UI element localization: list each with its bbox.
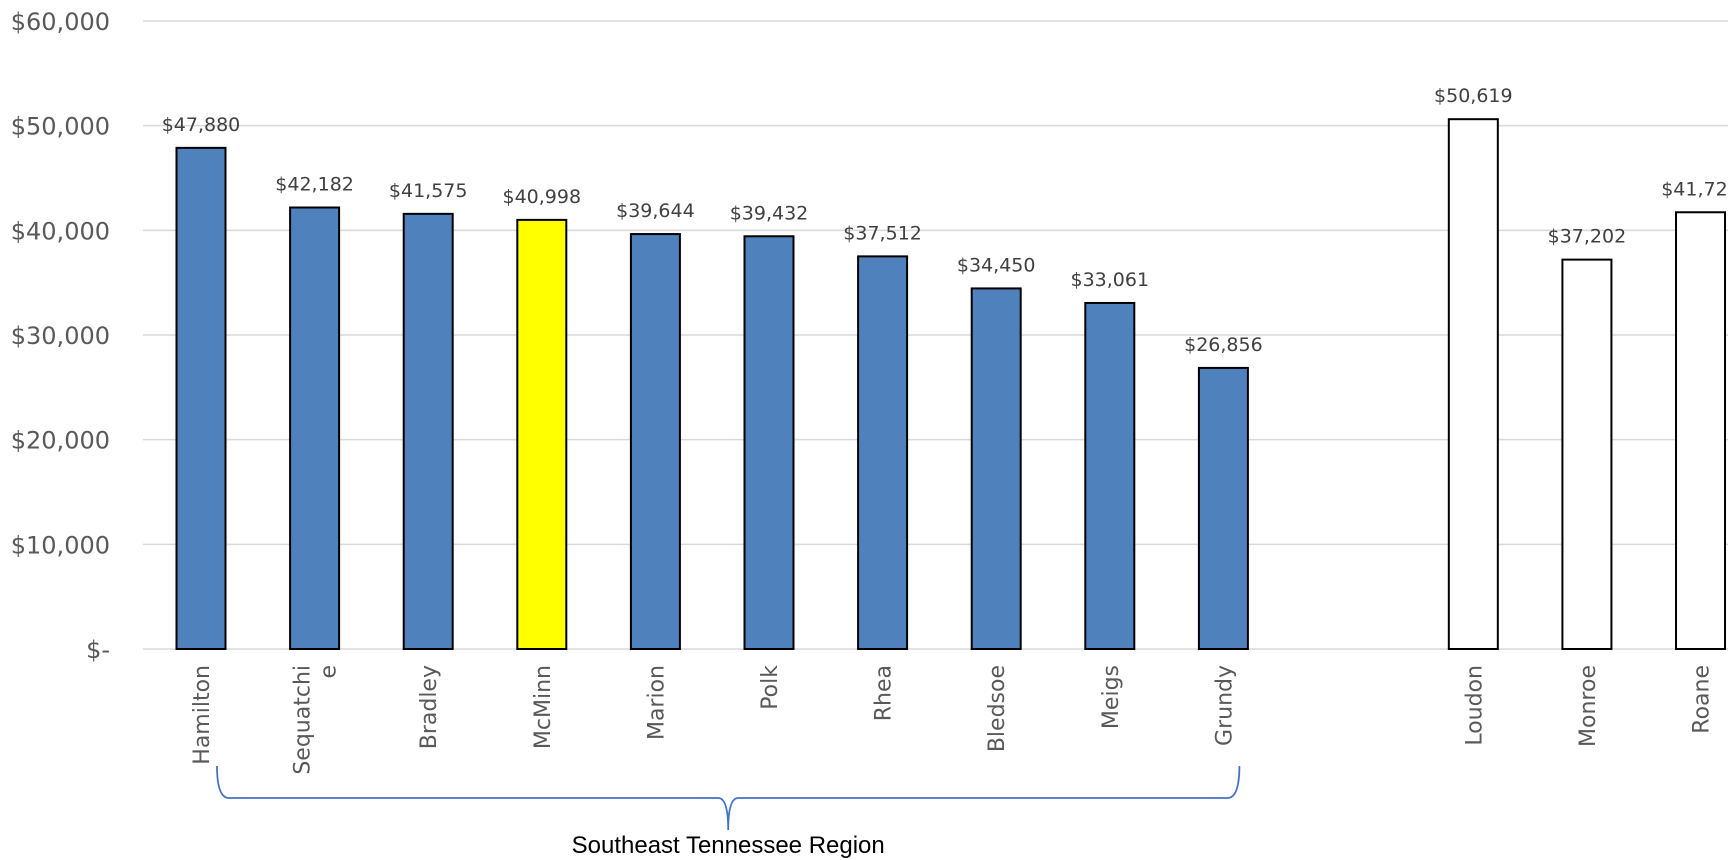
bar-hamilton [175, 146, 227, 651]
y-tick-label: $40,000 [11, 217, 110, 245]
bar-bledsoe [970, 287, 1022, 650]
x-tick-label-line: Sequatchi [291, 665, 316, 775]
y-tick-label: $- [86, 636, 110, 664]
x-tick-label-rhea: Rhea [872, 665, 897, 721]
x-tick-label-line: Grundy [1212, 665, 1237, 746]
data-label-bledsoe: $34,450 [957, 254, 1036, 276]
y-tick-label: $50,000 [11, 113, 110, 141]
x-tick-label-line: Roane [1690, 665, 1715, 734]
y-tick-label: $30,000 [11, 322, 110, 350]
bar-roane [1675, 211, 1727, 651]
x-tick-label-line: Bledsoe [985, 665, 1010, 752]
x-tick-label-grundy: Grundy [1212, 665, 1237, 746]
data-label-rhea: $37,512 [843, 222, 922, 244]
x-tick-label-line: Monroe [1576, 665, 1601, 747]
bar-sequatchie [289, 206, 341, 651]
data-label-loudon: $50,619 [1434, 85, 1513, 107]
x-axis-category-labels: Hamilton Sequatchi e Bradley McMinn Marion Pol… [190, 665, 1715, 775]
data-label-meigs: $33,061 [1071, 269, 1150, 291]
region-brace [216, 765, 1241, 831]
data-label-bradley: $41,575 [389, 180, 468, 202]
bar-meigs [1084, 301, 1136, 650]
bar-loudon [1447, 118, 1499, 650]
bar-bradley [402, 212, 454, 650]
x-tick-label-line: McMinn [531, 665, 556, 749]
data-labels: $47,880 $42,182 $41,575 $40,998 $39,644 $39,4… [162, 85, 1728, 356]
x-tick-label-line: e [317, 665, 342, 679]
x-tick-label-line: Loudon [1462, 665, 1487, 746]
y-tick-label: $20,000 [11, 427, 110, 455]
x-tick-label-line: Bradley [417, 665, 442, 749]
x-tick-label-bledsoe: Bledsoe [985, 665, 1010, 752]
region-label: Southeast Tennessee Region [572, 832, 885, 859]
x-tick-label-marion: Marion [644, 665, 669, 740]
bar-marion [629, 233, 681, 650]
data-label-hamilton: $47,880 [162, 114, 241, 136]
x-tick-label-line: Hamilton [190, 665, 215, 765]
data-label-roane: $41,726 [1661, 178, 1728, 200]
x-tick-label-line: Marion [644, 665, 669, 740]
x-tick-label-polk: Polk [758, 665, 783, 710]
data-label-grundy: $26,856 [1184, 334, 1263, 356]
x-tick-label-sequatchie: Sequatchi e [291, 665, 342, 775]
bar-polk [743, 235, 795, 650]
y-tick-label: $60,000 [11, 8, 110, 36]
x-tick-label-monroe: Monroe [1576, 665, 1601, 747]
x-tick-label-line: Rhea [872, 665, 897, 721]
x-tick-label-bradley: Bradley [417, 665, 442, 749]
y-axis-tick-labels: $- $10,000 $20,000 $30,000 $40,000 $50,000 $60… [11, 8, 110, 664]
x-tick-label-line: Polk [758, 665, 783, 710]
x-tick-label-roane: Roane [1690, 665, 1715, 734]
bar-mcminn [516, 218, 568, 650]
bars [175, 118, 1727, 651]
data-label-sequatchie: $42,182 [275, 173, 354, 195]
data-label-mcminn: $40,998 [503, 186, 582, 208]
x-tick-label-line: Meigs [1099, 665, 1124, 729]
data-label-polk: $39,432 [730, 202, 809, 224]
x-tick-label-mcminn: McMinn [531, 665, 556, 749]
x-tick-label-loudon: Loudon [1462, 665, 1487, 746]
bar-monroe [1561, 258, 1613, 650]
x-tick-label-hamilton: Hamilton [190, 665, 215, 765]
y-tick-label: $10,000 [11, 531, 110, 559]
bar-rhea [857, 255, 909, 650]
data-label-monroe: $37,202 [1548, 226, 1627, 248]
region-annotation: Southeast Tennessee Region [216, 765, 1241, 859]
data-label-marion: $39,644 [616, 200, 695, 222]
bar-grundy [1197, 366, 1249, 650]
x-tick-label-meigs: Meigs [1099, 665, 1124, 729]
